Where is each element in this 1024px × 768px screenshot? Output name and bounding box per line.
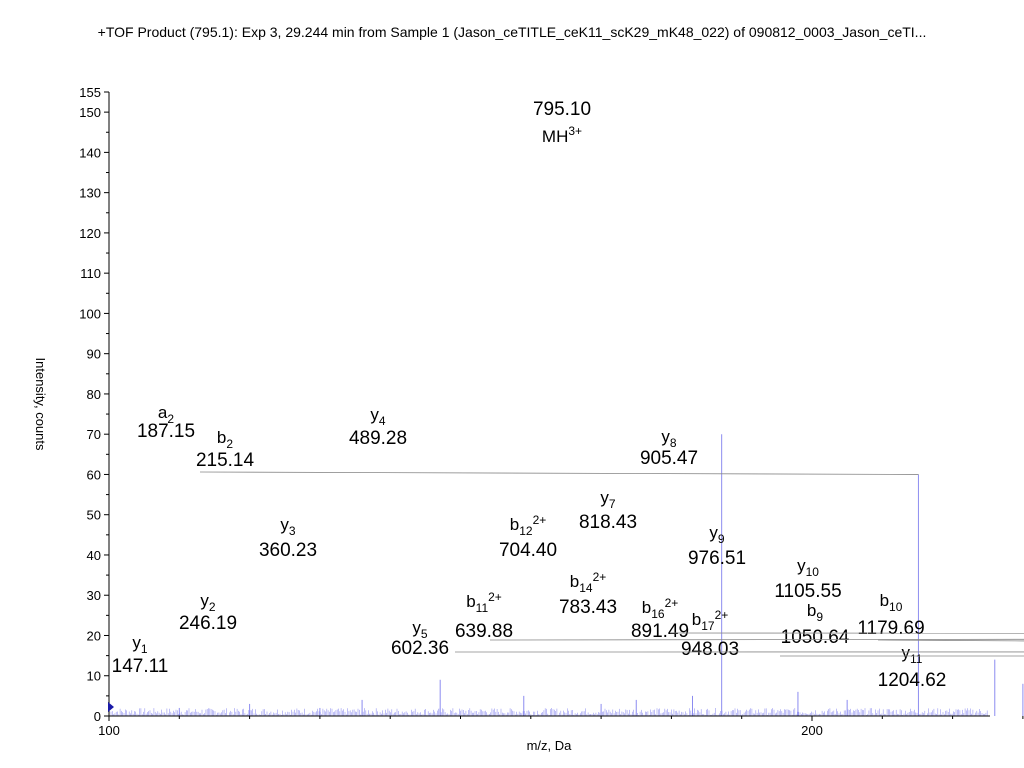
y-tick-label: 30 — [87, 588, 101, 603]
ion-label: y8 — [661, 427, 677, 450]
ion-label: y4 — [370, 405, 386, 428]
y-tick-label: 20 — [87, 628, 101, 643]
leader-line — [489, 638, 1024, 641]
leader-line — [199, 471, 919, 475]
mz-value-label: 948.03 — [681, 639, 739, 660]
x-tick-label: 200 — [801, 723, 823, 738]
mz-value-label: 360.23 — [259, 540, 317, 561]
mz-value-label: 215.14 — [196, 450, 255, 471]
ion-label: b122+ — [510, 513, 547, 538]
mz-value-label: 1204.62 — [878, 670, 947, 691]
ion-label: MH3+ — [542, 124, 582, 146]
mz-value-label: 639.88 — [455, 621, 513, 642]
mz-value-label: 1105.55 — [774, 581, 841, 602]
ion-label: b142+ — [570, 570, 607, 595]
ion-label: y10 — [797, 556, 819, 579]
ion-label: y2 — [200, 591, 216, 614]
mz-value-label: 704.40 — [499, 540, 557, 561]
y-tick-label: 140 — [79, 145, 101, 160]
mz-value-label: 905.47 — [640, 448, 698, 469]
ion-label: y1 — [132, 633, 148, 656]
mz-value-label: 795.10 — [533, 99, 591, 120]
noise-trace — [110, 708, 988, 716]
ion-label: y9 — [709, 523, 725, 546]
y-tick-label: 150 — [79, 105, 101, 120]
mz-value-label: 489.28 — [349, 428, 407, 449]
y-tick-label: 130 — [79, 186, 101, 201]
ion-label: y5 — [412, 618, 428, 641]
y-tick-label: 10 — [87, 669, 101, 684]
mz-value-label: 187.15 — [137, 421, 195, 442]
mz-value-label: 891.49 — [631, 621, 689, 642]
y-tick-label: 90 — [87, 347, 101, 362]
baseline-noise — [110, 708, 988, 716]
y-tick-label: 100 — [79, 306, 101, 321]
y-tick-label: 80 — [87, 387, 101, 402]
axes: 0 10 20 30 40 50 60 70 80 90 100 110 120 130 140 150 155… — [79, 85, 1024, 738]
y-tick-label: 110 — [80, 266, 101, 281]
y-tick-label: 70 — [87, 427, 101, 442]
y-tick-label: 155 — [79, 85, 101, 100]
x-axis-label: m/z, Da — [527, 738, 573, 753]
ion-label: b112+ — [466, 590, 502, 615]
mz-value-label: 818.43 — [579, 512, 637, 533]
mz-value-label: 783.43 — [559, 597, 617, 618]
ion-label: b10 — [880, 591, 903, 614]
x-tick-label: 100 — [98, 723, 120, 738]
mz-value-label: 976.51 — [688, 548, 746, 569]
ion-label: b9 — [807, 601, 823, 624]
ion-label: b2 — [217, 428, 233, 451]
y-axis-label: Intensity, counts — [33, 358, 48, 451]
y-tick-label: 40 — [87, 548, 101, 563]
y-tick-label: 50 — [87, 508, 101, 523]
axis-marker-icon — [108, 702, 114, 712]
y-tick-label: 120 — [79, 226, 101, 241]
mz-value-label: 147.11 — [112, 656, 169, 677]
mz-value-label: 1179.69 — [857, 618, 924, 639]
chart-title: +TOF Product (795.1): Exp 3, 29.244 min … — [97, 24, 927, 40]
ion-label: y3 — [280, 515, 296, 538]
mz-value-label: 246.19 — [179, 613, 237, 634]
ion-label: a2 — [158, 403, 174, 426]
ion-label: y11 — [902, 643, 923, 666]
ion-label: y7 — [600, 488, 616, 511]
mz-value-label: 602.36 — [391, 638, 449, 659]
y-tick-label: 60 — [87, 467, 101, 482]
peak-series — [178, 434, 1024, 716]
mz-value-label: 1050.64 — [781, 627, 850, 648]
ion-label: b162+ — [642, 596, 679, 621]
y-tick-label: 0 — [94, 709, 101, 724]
ion-label: b172+ — [692, 608, 729, 633]
